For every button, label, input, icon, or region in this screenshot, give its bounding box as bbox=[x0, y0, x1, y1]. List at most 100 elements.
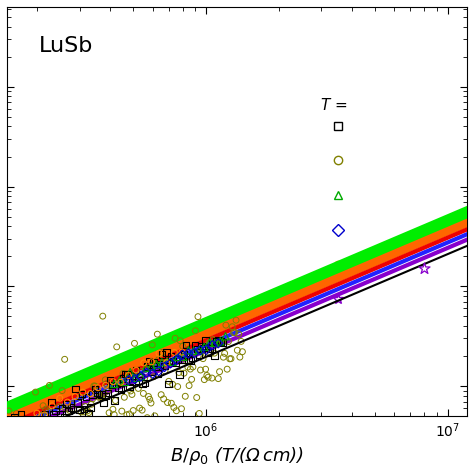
Point bbox=[140, 359, 147, 367]
Point bbox=[11, 436, 19, 444]
Point bbox=[94, 428, 101, 436]
Point bbox=[152, 363, 159, 370]
Point bbox=[19, 468, 27, 474]
Point bbox=[61, 356, 68, 363]
Point bbox=[167, 400, 175, 407]
Point bbox=[237, 337, 245, 345]
Point bbox=[5, 407, 13, 415]
Point bbox=[60, 427, 67, 435]
Point bbox=[182, 341, 190, 348]
Point bbox=[6, 462, 14, 470]
Point bbox=[200, 344, 207, 352]
Point bbox=[142, 364, 150, 372]
Point bbox=[13, 427, 20, 434]
Point bbox=[88, 401, 95, 408]
Point bbox=[46, 382, 53, 389]
Point bbox=[187, 365, 194, 373]
Point bbox=[176, 337, 184, 345]
Point bbox=[169, 358, 176, 365]
Point bbox=[143, 369, 150, 376]
Point bbox=[30, 415, 38, 423]
Point bbox=[169, 357, 177, 365]
Point bbox=[120, 393, 128, 401]
Point bbox=[73, 451, 81, 459]
Point bbox=[137, 368, 145, 375]
Point bbox=[132, 375, 139, 383]
Point bbox=[104, 389, 112, 397]
Point bbox=[41, 410, 49, 418]
Point bbox=[119, 370, 127, 377]
Point bbox=[2, 434, 10, 441]
Point bbox=[96, 393, 104, 401]
Point bbox=[183, 357, 191, 365]
Point bbox=[137, 374, 144, 381]
Point bbox=[191, 349, 198, 357]
Point bbox=[102, 392, 109, 400]
Point bbox=[82, 432, 90, 440]
Point bbox=[33, 421, 41, 428]
Point bbox=[100, 399, 107, 407]
Point bbox=[24, 430, 32, 438]
Point bbox=[123, 411, 131, 419]
Point bbox=[75, 425, 82, 433]
Point bbox=[155, 356, 163, 364]
Point bbox=[222, 332, 229, 340]
Point bbox=[36, 419, 44, 427]
Point bbox=[219, 354, 227, 361]
Point bbox=[171, 335, 179, 342]
Point bbox=[191, 342, 199, 349]
Point bbox=[144, 414, 151, 421]
Point bbox=[184, 350, 192, 357]
Point bbox=[203, 372, 210, 379]
Point bbox=[35, 429, 42, 437]
Point bbox=[204, 374, 212, 381]
Point bbox=[78, 391, 86, 398]
Point bbox=[216, 368, 223, 375]
Point bbox=[160, 395, 167, 403]
Point bbox=[50, 410, 57, 418]
Point bbox=[117, 378, 125, 386]
Point bbox=[141, 374, 148, 382]
Point bbox=[194, 313, 202, 320]
Point bbox=[198, 348, 206, 356]
Point bbox=[48, 444, 56, 451]
Point bbox=[152, 360, 160, 367]
Point bbox=[82, 393, 90, 401]
Point bbox=[6, 428, 14, 436]
Point bbox=[104, 386, 111, 394]
Point bbox=[151, 412, 159, 419]
Point bbox=[213, 337, 220, 345]
Point bbox=[202, 346, 210, 354]
Point bbox=[235, 330, 242, 338]
Point bbox=[135, 376, 142, 384]
Point bbox=[87, 390, 94, 397]
Point bbox=[118, 407, 126, 415]
Point bbox=[153, 361, 160, 368]
Point bbox=[215, 337, 222, 344]
Point bbox=[30, 450, 38, 458]
Point bbox=[47, 398, 55, 406]
Point bbox=[147, 363, 155, 370]
Point bbox=[173, 356, 180, 364]
Point bbox=[87, 403, 94, 411]
Point bbox=[223, 365, 231, 373]
Point bbox=[193, 394, 201, 401]
Point bbox=[184, 363, 191, 371]
Point bbox=[99, 312, 107, 320]
Point bbox=[4, 466, 11, 474]
Point bbox=[116, 381, 123, 388]
Point bbox=[150, 358, 157, 366]
Point bbox=[64, 398, 71, 406]
Point bbox=[211, 339, 219, 346]
Point bbox=[114, 442, 122, 450]
Point bbox=[146, 357, 153, 365]
Text: $T$ =: $T$ = bbox=[320, 97, 347, 113]
Point bbox=[127, 368, 134, 376]
Point bbox=[132, 366, 140, 374]
Point bbox=[9, 421, 16, 429]
Point bbox=[230, 329, 237, 337]
Point bbox=[56, 403, 64, 410]
Point bbox=[93, 389, 101, 397]
Point bbox=[0, 473, 1, 474]
Point bbox=[56, 394, 64, 402]
